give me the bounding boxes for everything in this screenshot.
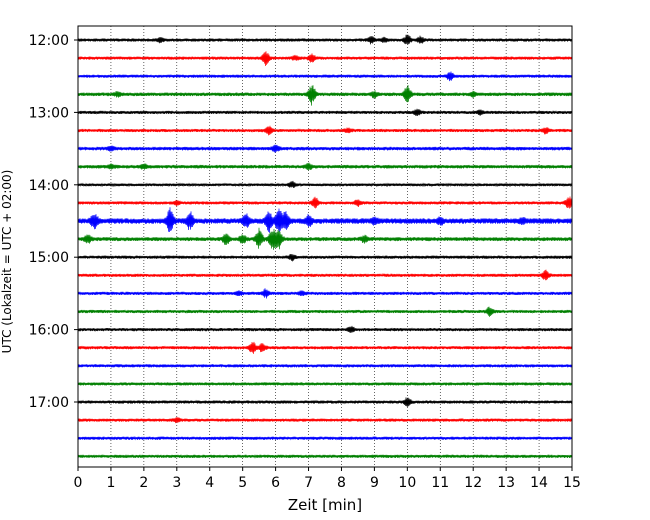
trace-1645 xyxy=(78,382,572,385)
y-tick-label-1300: 13:00 xyxy=(29,105,69,121)
x-tick-label-13: 13 xyxy=(497,475,515,491)
y-tick-label-1600: 16:00 xyxy=(29,323,69,339)
x-tick-label-5: 5 xyxy=(238,475,247,491)
trace-1445 xyxy=(78,228,572,250)
x-axis-label: Zeit [min] xyxy=(288,496,362,514)
x-tick-label-8: 8 xyxy=(337,475,346,491)
trace-1630 xyxy=(78,364,572,367)
y-tick-label-1500: 15:00 xyxy=(29,250,69,266)
trace-1545 xyxy=(78,307,572,317)
y-axis-label: UTC (Lokalzeit = UTC + 02:00) xyxy=(0,170,14,354)
trace-1300 xyxy=(78,109,572,116)
trace-1600 xyxy=(78,326,572,333)
y-tick-label-1200: 12:00 xyxy=(29,33,69,49)
x-tick-label-6: 6 xyxy=(271,475,280,491)
y-tick-label-1400: 14:00 xyxy=(29,178,69,194)
x-tick-label-2: 2 xyxy=(139,475,148,491)
x-tick-label-12: 12 xyxy=(464,475,482,491)
trace-1330 xyxy=(78,145,572,153)
x-axis-ticks: 0 1 2 3 4 5 6 7 8 9 10 11 12 13 14 15 xyxy=(74,467,581,491)
y-tick-label-1700: 17:00 xyxy=(29,395,69,411)
trace-1400 xyxy=(78,181,572,188)
trace-1230 xyxy=(78,72,572,82)
x-tick-label-0: 0 xyxy=(74,475,83,491)
trace-1700 xyxy=(78,397,572,406)
trace-1415 xyxy=(78,196,572,208)
trace-1745 xyxy=(78,455,572,458)
x-tick-label-11: 11 xyxy=(431,475,449,491)
x-tick-label-9: 9 xyxy=(370,475,379,491)
x-tick-label-4: 4 xyxy=(205,475,214,491)
trace-1500 xyxy=(78,254,572,261)
seismic-traces xyxy=(78,35,572,458)
x-tick-label-10: 10 xyxy=(398,475,416,491)
trace-1215 xyxy=(78,51,572,66)
x-tick-label-14: 14 xyxy=(530,475,548,491)
trace-1200 xyxy=(78,35,572,45)
trace-1430 xyxy=(78,207,572,233)
y-axis-ticks: 12:00 13:00 14:00 15:00 16:00 17:00 xyxy=(29,33,78,411)
x-tick-label-1: 1 xyxy=(106,475,115,491)
trace-1515 xyxy=(78,270,572,281)
trace-1715 xyxy=(78,417,572,423)
x-tick-label-15: 15 xyxy=(563,475,581,491)
trace-1530 xyxy=(78,288,572,298)
trace-1615 xyxy=(78,342,572,354)
trace-1730 xyxy=(78,437,572,440)
trace-1245 xyxy=(78,85,572,106)
trace-1315 xyxy=(78,126,572,136)
x-tick-label-3: 3 xyxy=(172,475,181,491)
x-tick-label-7: 7 xyxy=(304,475,313,491)
trace-1345 xyxy=(78,163,572,171)
